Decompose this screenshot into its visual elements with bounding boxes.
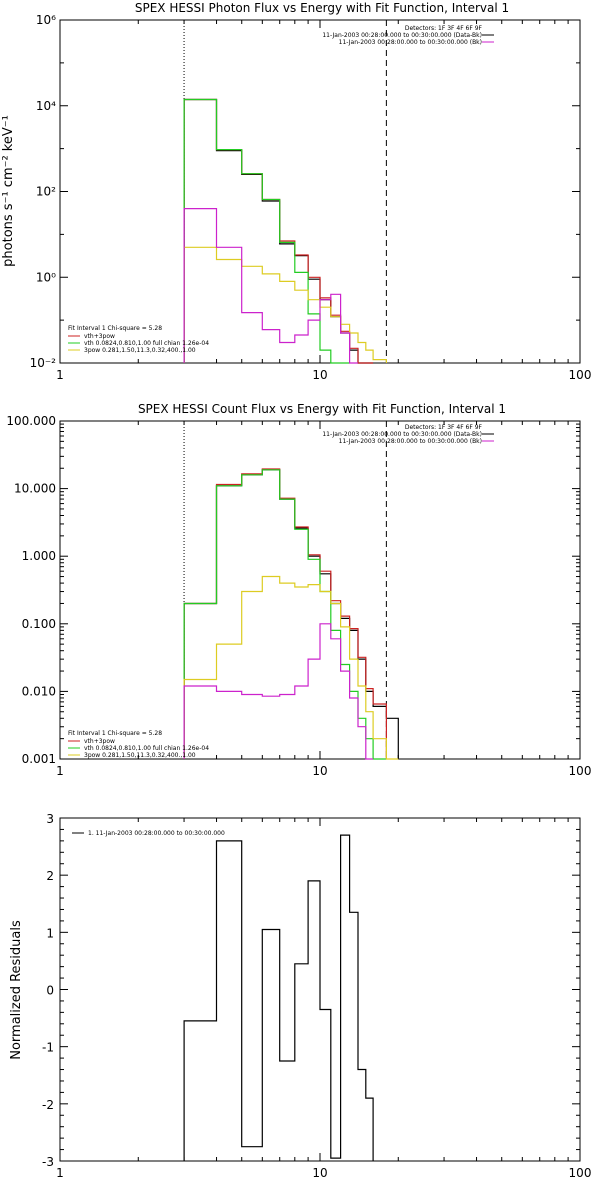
legend-vth: vth 0.0824,0.810,1.00 full chian 1.26e-0… — [84, 745, 209, 752]
legend-model: vth+3pow — [84, 738, 115, 745]
y-tick-label: 1.000 — [22, 549, 56, 563]
x-tick-label: 10 — [312, 764, 327, 778]
y-tick-label: 10.000 — [14, 482, 56, 496]
count-flux-title: SPEX HESSI Count Flux vs Energy with Fit… — [138, 402, 506, 416]
x-tick-label: 10 — [312, 368, 327, 382]
legend-3pow: 3pow 0.281,1.50,11.3,0.32,400.,1.00 — [84, 347, 196, 354]
y-tick-label: 10⁻² — [30, 356, 57, 370]
x-tick-label: 100 — [569, 764, 592, 778]
photon-flux-title: SPEX HESSI Photon Flux vs Energy with Fi… — [135, 1, 509, 15]
photon-flux-panel: SPEX HESSI Photon Flux vs Energy with Fi… — [1, 1, 591, 382]
legend-vth: vth 0.0824,0.810,1.00 full chian 1.26e-0… — [84, 340, 209, 347]
histogram-series-4 — [183, 208, 358, 364]
legend-bk: 11-Jan-2003 00:28:00.000 to 00:30:00.000… — [339, 438, 482, 445]
photon-flux-y-axis-label: photons s⁻¹ cm⁻² keV⁻¹ — [1, 115, 16, 267]
photon-flux-fit-legend: Fit Interval 1 Chi-square = 5.28 vth+3po… — [68, 325, 209, 354]
y-tick-label: -1 — [42, 1041, 54, 1055]
legend-model: vth+3pow — [84, 333, 115, 340]
residuals-legend: 1. 11-Jan-2003 00:28:00.000 to 00:30:00.… — [88, 830, 225, 837]
residuals-y-axis-label: Normalized Residuals — [9, 920, 24, 1060]
y-tick-label: 1 — [46, 926, 54, 940]
legend-data-bk: 11-Jan-2003 00:28:00.000 to 00:30:00.000… — [322, 32, 482, 39]
count-flux-panel: SPEX HESSI Count Flux vs Energy with Fit… — [6, 402, 591, 778]
y-tick-label: 10⁶ — [36, 13, 56, 27]
legend-fit-interval: Fit Interval 1 Chi-square = 5.28 — [68, 325, 162, 332]
histogram-series-0 — [183, 98, 374, 364]
residuals-panel: 1 10 100 -3 -2 -1 0 1 2 3 Normalized Residuals 1.… — [9, 812, 591, 1180]
count-flux-top-legend: Detectors: 1F 3F 4F 6F 9F 11-Jan-2003 00… — [322, 424, 494, 445]
x-tick-label: 1 — [56, 1166, 64, 1180]
y-tick-label: 0.001 — [22, 752, 56, 766]
legend-3pow: 3pow 0.281,1.50,11.3,0.32,400.,1.00 — [84, 752, 196, 759]
legend-bk: 11-Jan-2003 00:28:00.000 to 00:30:00.000… — [339, 39, 482, 46]
histogram-series-0 — [183, 834, 374, 1161]
legend-detectors: Detectors: 1F 3F 4F 6F 9F — [405, 25, 483, 32]
histogram-series-2 — [183, 98, 350, 364]
y-tick-label: 0 — [46, 984, 54, 998]
y-tick-label: 3 — [46, 812, 54, 826]
legend-data-bk: 11-Jan-2003 00:28:00.000 to 00:30:00.000… — [322, 431, 482, 438]
y-tick-label: 2 — [46, 869, 54, 883]
x-tick-label: 1 — [56, 764, 64, 778]
histogram-series-2 — [183, 469, 387, 760]
histogram-series-1 — [183, 468, 387, 759]
y-tick-label: 100.000 — [6, 414, 56, 428]
y-tick-label: -2 — [42, 1098, 54, 1112]
legend-detectors: Detectors: 1F 3F 4F 6F 9F — [405, 424, 483, 431]
histogram-series-4 — [183, 623, 374, 760]
y-tick-label: 0.100 — [22, 617, 56, 631]
y-tick-label: 10⁰ — [36, 270, 56, 284]
x-tick-label: 100 — [569, 368, 592, 382]
x-tick-label: 100 — [569, 1166, 592, 1180]
histogram-series-3 — [183, 246, 387, 363]
histogram-series-1 — [183, 98, 374, 364]
photon-flux-top-legend: Detectors: 1F 3F 4F 6F 9F 11-Jan-2003 00… — [322, 25, 494, 46]
legend-fit-interval: Fit Interval 1 Chi-square = 5.28 — [68, 730, 162, 737]
x-tick-label: 10 — [312, 1166, 327, 1180]
x-tick-label: 1 — [56, 368, 64, 382]
y-tick-label: 10² — [36, 185, 56, 199]
histogram-series-3 — [183, 575, 399, 760]
y-tick-label: -3 — [42, 1155, 54, 1169]
count-flux-fit-legend: Fit Interval 1 Chi-square = 5.28 vth+3po… — [68, 730, 209, 759]
y-tick-label: 10⁴ — [36, 99, 56, 113]
y-tick-label: 0.010 — [22, 684, 56, 698]
